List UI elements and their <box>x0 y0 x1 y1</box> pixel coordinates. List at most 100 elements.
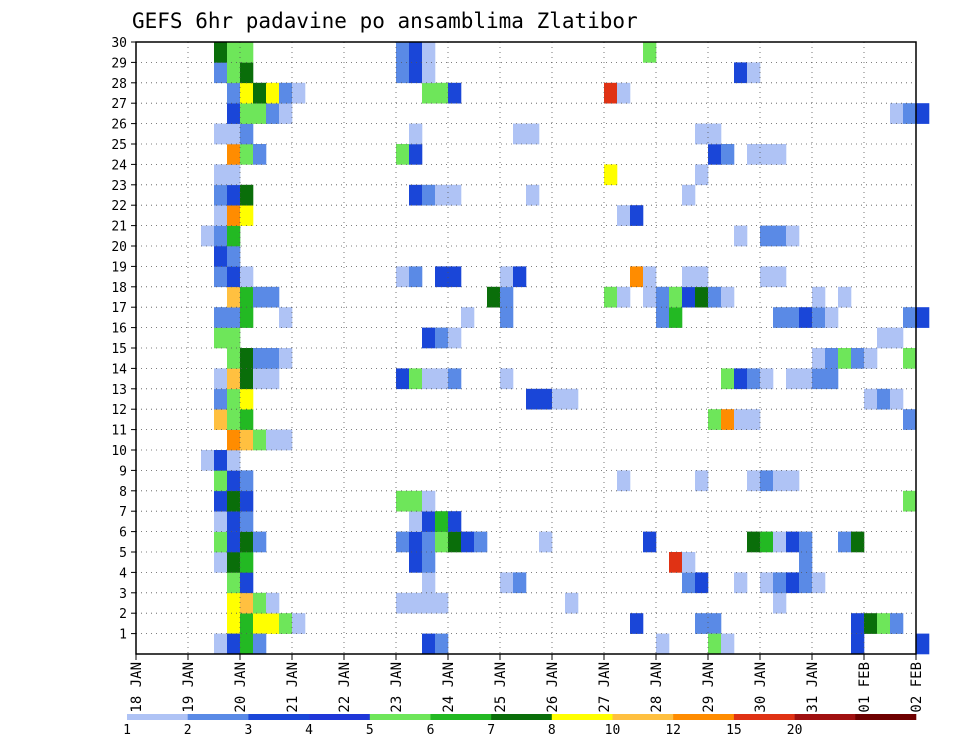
y-tick-label: 25 <box>111 138 127 153</box>
colorbar-swatch <box>673 714 735 720</box>
heatmap-cell <box>851 348 865 369</box>
heatmap-cell <box>240 368 254 390</box>
heatmap-cell <box>253 103 267 124</box>
x-tick-label: 22 JAN <box>337 662 353 713</box>
heatmap-cell <box>877 613 891 634</box>
heatmap-cell <box>435 266 449 288</box>
colorbar-label: 4 <box>305 723 313 738</box>
heatmap-cell <box>617 82 631 104</box>
heatmap-cell <box>695 286 709 308</box>
heatmap-cell <box>227 266 241 288</box>
heatmap-cell <box>474 531 488 553</box>
heatmap-cell <box>435 511 449 532</box>
heatmap-cell <box>422 490 436 512</box>
y-tick-label: 6 <box>119 526 127 541</box>
y-tick-label: 20 <box>111 240 127 255</box>
heatmap-cell <box>708 286 722 308</box>
colorbar-label: 2 <box>184 723 192 738</box>
heatmap-cell <box>526 123 540 145</box>
heatmap-cell <box>240 572 254 594</box>
y-tick-label: 12 <box>111 403 127 418</box>
heatmap-cell <box>409 266 423 288</box>
heatmap-cell <box>227 470 241 492</box>
heatmap-cell <box>773 592 787 614</box>
heatmap-cell <box>500 572 514 594</box>
heatmap-cell <box>721 286 735 308</box>
heatmap-cell <box>903 348 917 369</box>
heatmap-cell <box>747 470 761 492</box>
heatmap-cell <box>903 307 917 328</box>
heatmap-cell <box>422 511 436 532</box>
heatmap-cell <box>253 633 267 655</box>
heatmap-cell <box>812 307 826 328</box>
heatmap-cell <box>240 633 254 655</box>
colorbar-swatch <box>794 714 856 720</box>
heatmap-cell <box>240 429 254 451</box>
heatmap-cell <box>396 266 410 288</box>
colorbar-swatch <box>369 714 431 720</box>
heatmap-cell <box>838 286 852 308</box>
y-tick-label: 16 <box>111 322 127 337</box>
colorbar-label: 1 <box>123 723 131 738</box>
colorbar-swatch <box>733 714 795 720</box>
heatmap-cell <box>214 470 228 492</box>
heatmap-cell <box>747 409 761 430</box>
heatmap-cell <box>240 82 254 104</box>
heatmap-cell <box>227 246 241 267</box>
heatmap-cell <box>214 62 228 84</box>
heatmap-cell <box>422 633 436 655</box>
heatmap-cell <box>825 348 839 369</box>
colorbar-swatch <box>551 714 613 720</box>
heatmap-cell <box>734 409 748 430</box>
heatmap-cell <box>214 205 228 226</box>
heatmap-cell <box>409 144 423 165</box>
heatmap-cell <box>682 286 696 308</box>
heatmap-cell <box>864 388 878 410</box>
heatmap-cells <box>201 42 930 655</box>
heatmap-cell <box>435 368 449 390</box>
heatmap-cell <box>630 266 644 288</box>
heatmap-cell <box>435 327 449 349</box>
heatmap-cell <box>227 592 241 614</box>
heatmap-cell <box>669 286 683 308</box>
heatmap-cell <box>617 205 631 226</box>
heatmap-cell <box>214 531 228 553</box>
heatmap-cell <box>214 327 228 349</box>
heatmap-cell <box>214 409 228 430</box>
heatmap-cell <box>435 531 449 553</box>
heatmap-cell <box>266 103 280 124</box>
heatmap-cell <box>227 531 241 553</box>
heatmap-cell <box>253 429 267 451</box>
heatmap-cell <box>825 368 839 390</box>
heatmap-cell <box>747 62 761 84</box>
heatmap-cell <box>760 531 774 553</box>
heatmap-cell <box>617 470 631 492</box>
heatmap-cell <box>630 613 644 634</box>
colorbar-label: 12 <box>665 723 681 738</box>
heatmap-cell <box>422 62 436 84</box>
heatmap-cell <box>760 144 774 165</box>
heatmap-cell <box>396 531 410 553</box>
heatmap-cell <box>656 633 670 655</box>
heatmap-cell <box>903 490 917 512</box>
heatmap-cell <box>409 531 423 553</box>
heatmap-cell <box>214 123 228 145</box>
heatmap-cell <box>266 348 280 369</box>
heatmap-cell <box>877 388 891 410</box>
heatmap-cell <box>240 103 254 124</box>
heatmap-cell <box>916 103 930 124</box>
heatmap-cell <box>825 307 839 328</box>
y-tick-label: 24 <box>111 158 127 173</box>
heatmap-cell <box>708 123 722 145</box>
heatmap-cell <box>279 307 293 328</box>
heatmap-cell <box>422 552 436 573</box>
heatmap-cell <box>240 348 254 369</box>
heatmap-cell <box>253 348 267 369</box>
heatmap-cell <box>669 552 683 573</box>
heatmap-cell <box>864 613 878 634</box>
heatmap-cell <box>240 511 254 532</box>
heatmap-cell <box>448 511 462 532</box>
colorbar-label: 8 <box>548 723 556 738</box>
y-tick-label: 27 <box>111 97 127 112</box>
y-tick-label: 10 <box>111 444 127 459</box>
